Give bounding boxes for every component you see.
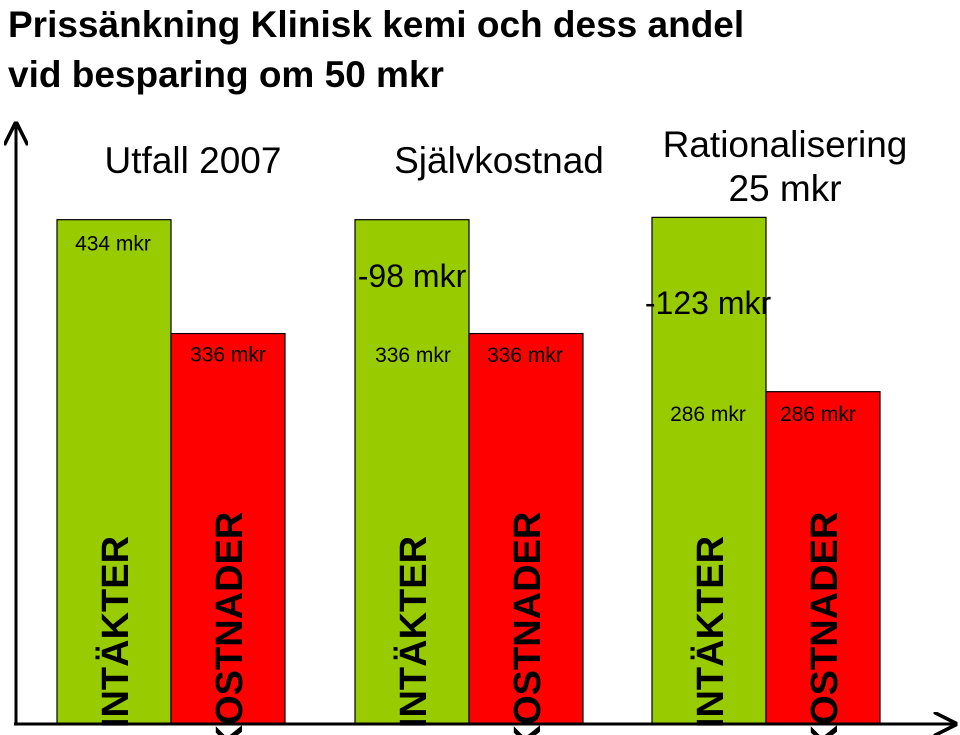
difference-label: -123 mkr — [645, 285, 772, 321]
bar-category-label: INTÄKTER — [689, 536, 732, 728]
labels-layer: Utfall 2007 INTÄKTER 434 mkr KOSTNADER 336 m… — [75, 124, 907, 735]
bar-category-label: KOSTNADER — [507, 512, 549, 735]
group-label: Utfall 2007 — [105, 140, 282, 181]
bar-value-label: 286 mkr — [780, 403, 856, 426]
bar-value-label: 434 mkr — [75, 233, 151, 256]
bar-category-label: INTÄKTER — [94, 536, 137, 728]
bar-value-label: 286 mkr — [670, 403, 746, 426]
group-label: Rationalisering — [663, 124, 908, 165]
group-label: 25 mkr — [728, 168, 841, 209]
bar-category-label: INTÄKTER — [392, 536, 435, 728]
bars-layer — [56, 216, 881, 725]
bar-intakter — [651, 216, 767, 725]
chart-title-line-2: vid besparing om 50 mkr — [8, 54, 444, 95]
bar-category-label: KOSTNADER — [804, 512, 846, 735]
difference-label: -98 mkr — [358, 258, 467, 294]
bar-kostnader — [468, 332, 584, 725]
bar-intakter — [354, 219, 470, 725]
bar-value-label: 336 mkr — [487, 344, 563, 367]
bar-category-label: KOSTNADER — [209, 512, 251, 735]
chart-title: Prissänkning Klinisk kemi och dess andel… — [8, 0, 948, 100]
bar-kostnader — [170, 332, 286, 725]
group-label: Självkostnad — [394, 140, 604, 181]
bar-kostnader — [765, 391, 881, 725]
bar-value-label: 336 mkr — [375, 344, 451, 367]
chart-title-line-1: Prissänkning Klinisk kemi och dess andel — [8, 4, 745, 45]
bar-value-label: 336 mkr — [190, 344, 266, 367]
